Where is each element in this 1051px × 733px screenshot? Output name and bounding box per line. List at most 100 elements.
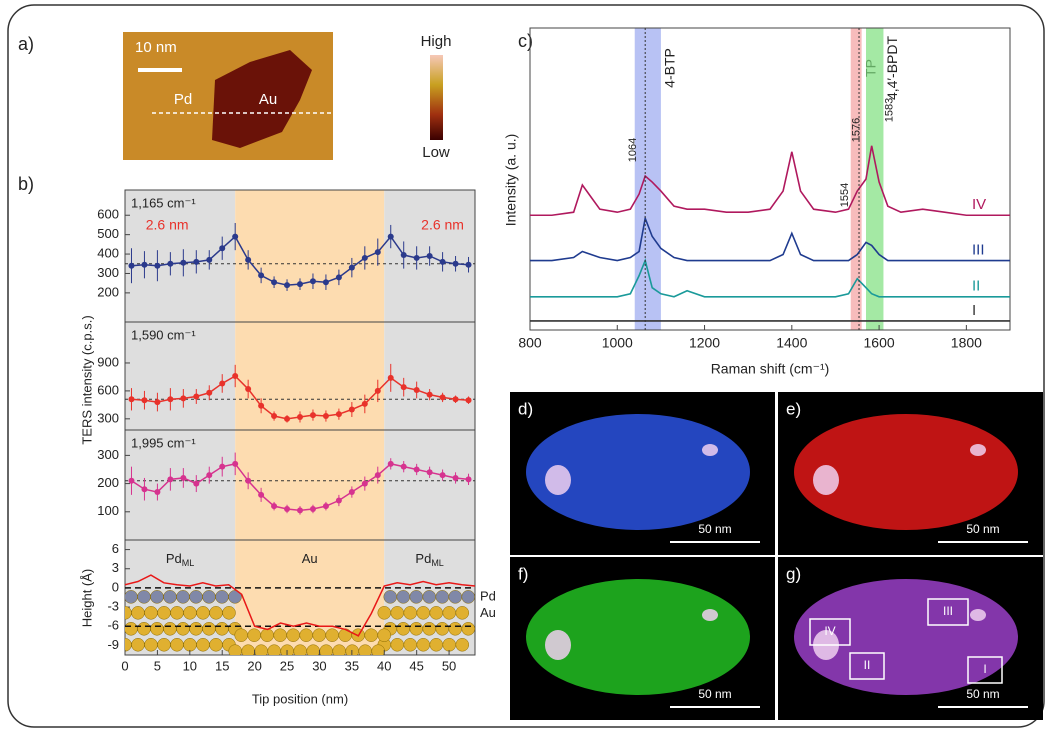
data-point — [128, 396, 135, 403]
y-tick-label: 200 — [97, 284, 119, 299]
atom — [455, 606, 470, 620]
colorbar — [430, 55, 443, 140]
annotation: 2.6 nm — [146, 217, 189, 233]
atom — [403, 606, 418, 620]
spectrum — [530, 215, 1010, 262]
series-label: III — [972, 242, 985, 259]
y-tick-label: 6 — [112, 541, 119, 556]
y-tick-label: 400 — [97, 245, 119, 260]
data-point — [206, 472, 213, 479]
x-tick-label: 35 — [345, 658, 359, 673]
peak-label: 1576 — [851, 118, 863, 142]
data-point — [309, 278, 316, 285]
x-tick-label: 20 — [247, 658, 261, 673]
atom — [383, 590, 398, 604]
data-point — [387, 374, 394, 381]
map-hotspot — [702, 609, 718, 621]
panel-label: a) — [18, 34, 34, 54]
series-label: I — [972, 302, 976, 319]
y-tick-label: 0 — [112, 579, 119, 594]
data-point — [426, 253, 433, 259]
data-point — [167, 260, 174, 267]
atom — [422, 590, 437, 604]
x-tick-label: 1800 — [951, 335, 982, 351]
atom — [396, 590, 411, 604]
x-tick-label: 1200 — [689, 335, 720, 351]
y-tick-label: 100 — [97, 503, 119, 518]
atom — [215, 622, 229, 636]
data-point — [361, 254, 368, 261]
band-label: 4,4′-BPDT — [884, 36, 900, 101]
atom — [442, 606, 457, 620]
band — [850, 28, 862, 330]
region-label: Au — [302, 551, 318, 566]
atom — [299, 628, 313, 642]
x-tick-label: 25 — [280, 658, 294, 673]
region-label: PdML — [166, 551, 194, 568]
data-point — [361, 480, 368, 487]
region-marker: Pd — [174, 91, 192, 108]
region-marker: Au — [259, 91, 277, 108]
atom — [202, 622, 216, 636]
data-point — [180, 259, 187, 266]
data-point — [374, 249, 381, 256]
atom — [461, 622, 475, 636]
spectrum — [530, 257, 1010, 298]
layer-label: Pd — [480, 588, 496, 603]
atom — [222, 606, 236, 620]
data-point — [232, 373, 239, 379]
region-name: Pd — [415, 551, 431, 566]
layer-label: Au — [480, 605, 496, 620]
data-point — [309, 412, 316, 419]
map-hotspot — [545, 465, 571, 495]
data-point — [167, 396, 174, 403]
data-point — [297, 507, 303, 514]
data-point — [426, 391, 433, 398]
y-tick-label: 3 — [112, 560, 119, 575]
map-hotspot — [813, 465, 839, 495]
y-tick-label: -3 — [107, 599, 119, 614]
data-point — [154, 262, 161, 269]
data-line — [124, 574, 476, 637]
atom — [390, 638, 405, 652]
data-point — [128, 262, 135, 269]
scale-label: 50 nm — [966, 522, 999, 536]
atom — [377, 606, 392, 620]
panel-label: c) — [518, 31, 533, 51]
atom — [409, 590, 424, 604]
atom — [183, 638, 197, 652]
data-point — [322, 279, 329, 286]
atom — [196, 606, 210, 620]
region — [235, 190, 385, 655]
atom — [131, 638, 145, 652]
series-label: IV — [972, 196, 986, 213]
atom — [286, 628, 300, 642]
data-point — [297, 281, 303, 288]
colorbar-low: Low — [422, 144, 450, 161]
panel-label: g) — [786, 564, 801, 583]
region-box — [967, 656, 1003, 684]
atom — [396, 622, 411, 636]
data-point — [348, 406, 355, 413]
region-label: PdML — [415, 551, 443, 568]
region-name: Pd — [166, 551, 182, 566]
data-point — [439, 394, 446, 401]
scale-label: 10 nm — [135, 39, 177, 56]
panel-label: f) — [518, 564, 528, 583]
atom — [163, 622, 177, 636]
x-tick-label: 10 — [183, 658, 197, 673]
atom — [125, 590, 138, 604]
atom — [260, 628, 274, 642]
region-box-label: I — [983, 662, 986, 676]
data-point — [193, 258, 200, 265]
data-point — [361, 400, 368, 407]
atom — [125, 622, 138, 636]
data-point — [284, 415, 291, 422]
data-point — [232, 233, 239, 240]
subplot-label: 1,165 cm⁻¹ — [131, 195, 196, 210]
region-box — [927, 598, 969, 626]
data-point — [167, 476, 174, 483]
data-point — [465, 397, 472, 404]
data-point — [284, 282, 291, 289]
